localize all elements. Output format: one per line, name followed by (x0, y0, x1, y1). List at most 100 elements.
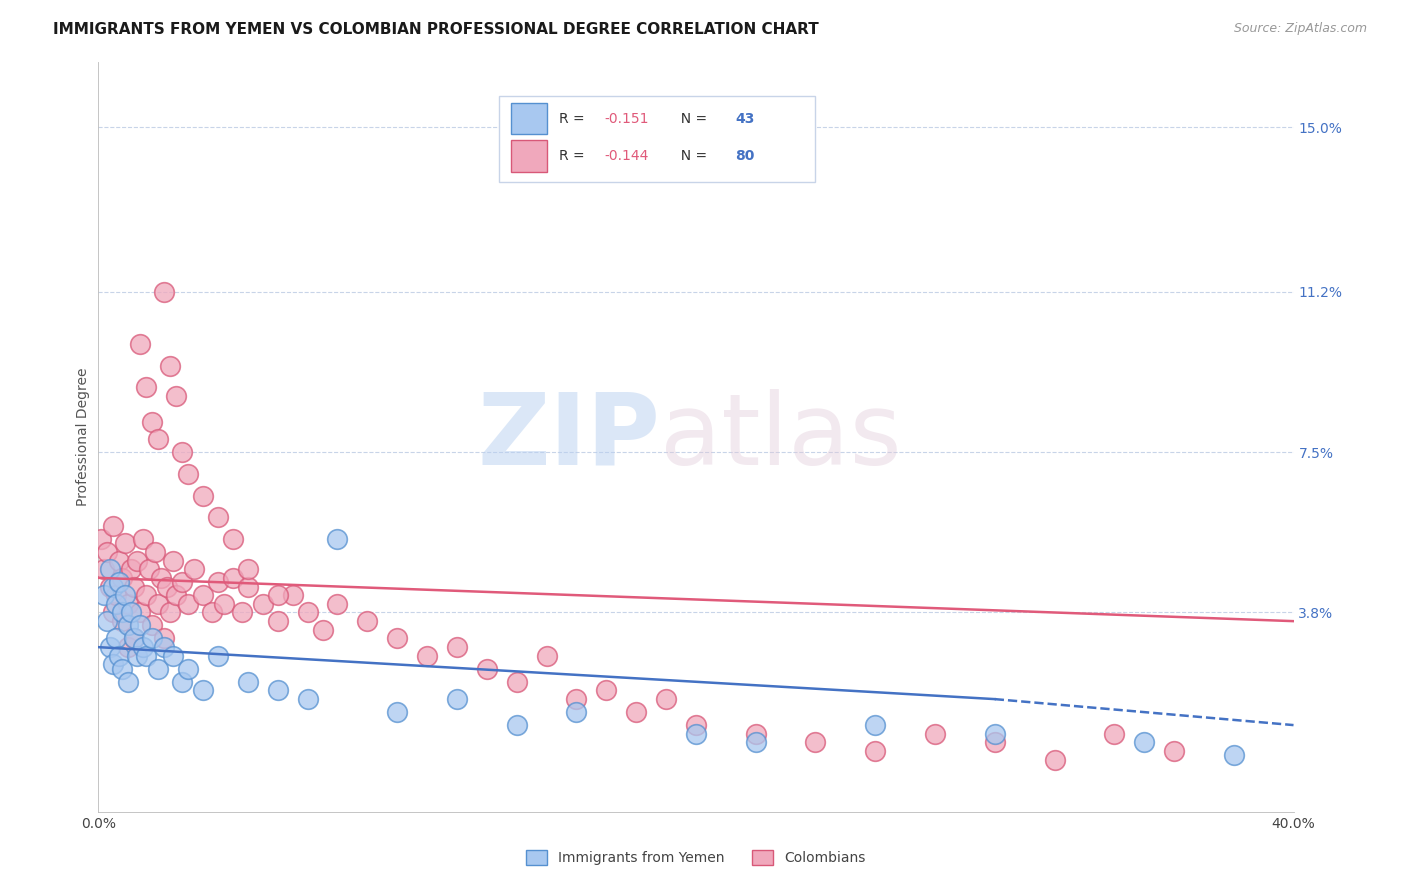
Point (117, 597, 139, 611)
Point (416, 648, 439, 663)
Point (162, 648, 184, 663)
Point (311, 623, 333, 637)
Point (159, 359, 181, 373)
Point (446, 640, 468, 654)
Text: N =: N = (672, 149, 711, 163)
Point (148, 662, 170, 676)
Point (153, 640, 176, 654)
Point (153, 285, 176, 299)
Point (281, 588, 304, 602)
Point (165, 389, 187, 403)
Text: -0.151: -0.151 (605, 112, 648, 126)
Point (148, 597, 170, 611)
Point (98, 562, 122, 576)
Point (475, 662, 498, 676)
Point (236, 562, 259, 576)
Point (105, 597, 128, 611)
Point (222, 571, 245, 585)
Point (156, 580, 179, 594)
Point (1043, 753, 1066, 767)
Point (165, 588, 187, 602)
Text: R =: R = (558, 112, 589, 126)
Point (212, 597, 235, 611)
Point (984, 727, 1007, 741)
Point (326, 597, 349, 611)
Point (207, 648, 229, 663)
Point (135, 588, 157, 602)
Point (96, 545, 118, 559)
Point (124, 580, 146, 594)
Point (124, 632, 146, 646)
Point (191, 683, 214, 698)
Point (103, 580, 125, 594)
Point (385, 632, 409, 646)
Point (626, 705, 648, 719)
Point (865, 718, 887, 732)
Point (143, 545, 166, 559)
Point (127, 553, 149, 567)
Point (177, 597, 200, 611)
Point (297, 692, 319, 706)
Point (446, 692, 468, 706)
Point (127, 648, 149, 663)
Point (191, 588, 214, 602)
Point (356, 614, 378, 628)
FancyBboxPatch shape (499, 96, 815, 182)
Point (326, 532, 349, 546)
Point (183, 562, 205, 576)
Point (236, 580, 259, 594)
Y-axis label: Professional Degree: Professional Degree (76, 368, 90, 507)
Point (120, 606, 142, 620)
Point (172, 575, 194, 590)
Point (117, 640, 139, 654)
Point (924, 727, 946, 741)
Point (111, 614, 134, 628)
Point (111, 606, 134, 620)
Point (150, 571, 173, 585)
Point (207, 575, 229, 590)
Point (385, 705, 409, 719)
Point (222, 532, 245, 546)
Point (141, 632, 163, 646)
Point (655, 692, 678, 706)
Point (745, 735, 768, 749)
Point (105, 588, 128, 602)
Text: IMMIGRANTS FROM YEMEN VS COLOMBIAN PROFESSIONAL DEGREE CORRELATION CHART: IMMIGRANTS FROM YEMEN VS COLOMBIAN PROFE… (53, 22, 820, 37)
Point (506, 718, 529, 732)
Point (117, 674, 139, 689)
Point (565, 705, 588, 719)
Point (148, 432, 170, 446)
Point (117, 618, 139, 632)
Point (153, 632, 176, 646)
Point (135, 380, 157, 394)
Point (1163, 744, 1185, 758)
Point (138, 562, 160, 576)
Point (93, 562, 115, 576)
Point (132, 532, 155, 546)
Point (108, 648, 131, 663)
Legend: Immigrants from Yemen, Colombians: Immigrants from Yemen, Colombians (519, 844, 873, 872)
Point (595, 683, 617, 698)
Point (103, 606, 125, 620)
Point (565, 692, 588, 706)
Point (177, 467, 200, 481)
Point (267, 614, 290, 628)
Text: R =: R = (558, 149, 589, 163)
Point (297, 606, 319, 620)
Point (804, 735, 827, 749)
Point (96, 614, 118, 628)
Point (129, 606, 152, 620)
Point (129, 618, 152, 632)
Point (98, 580, 122, 594)
Point (105, 632, 128, 646)
Bar (510, 103, 547, 135)
Point (108, 553, 131, 567)
Point (1223, 748, 1246, 763)
Point (536, 648, 558, 663)
Point (159, 606, 181, 620)
Point (191, 489, 214, 503)
Point (120, 562, 142, 576)
Point (141, 415, 163, 429)
Point (98, 640, 122, 654)
Point (267, 683, 290, 698)
